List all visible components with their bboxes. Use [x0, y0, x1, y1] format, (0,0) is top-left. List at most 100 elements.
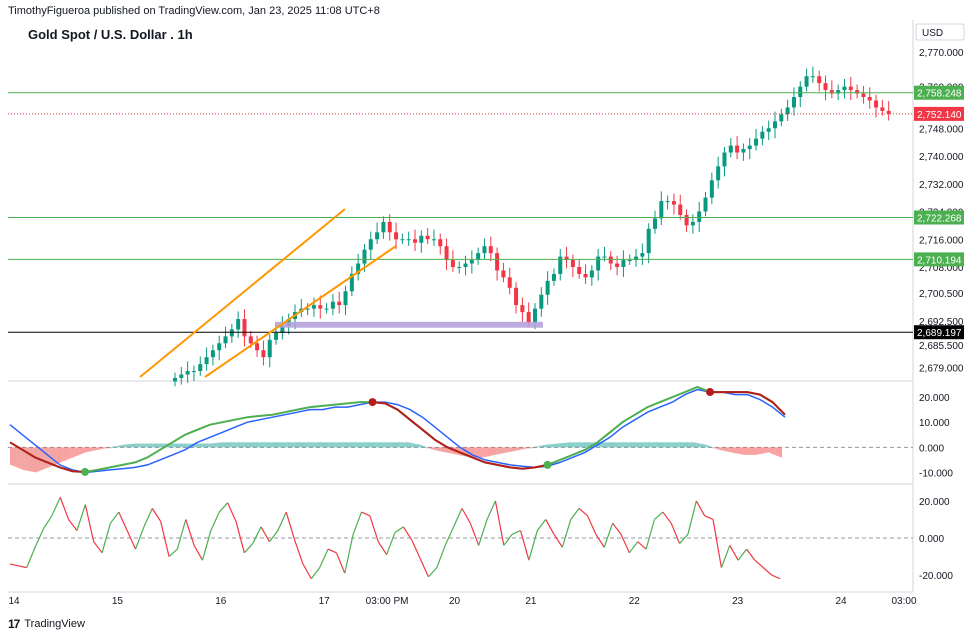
histogram-bar — [567, 442, 570, 448]
histogram-bar — [228, 442, 231, 448]
candle-body — [577, 267, 582, 274]
histogram-bar — [220, 442, 223, 448]
histogram-bar — [681, 442, 684, 448]
histogram-bar — [181, 443, 184, 448]
macd-fast-line — [9, 388, 786, 474]
histogram-bar — [132, 443, 135, 448]
candle-body — [564, 256, 569, 261]
histogram-bar — [551, 444, 554, 448]
candle-body — [482, 246, 487, 254]
histogram-bar — [483, 447, 486, 457]
candle-body — [621, 260, 626, 267]
histogram-bar — [469, 447, 472, 458]
histogram-bar — [555, 443, 558, 448]
histogram-bar — [514, 447, 517, 451]
histogram-bar — [585, 442, 588, 448]
candle-body — [469, 260, 474, 264]
histogram-bar — [716, 447, 719, 450]
macd-tick-label: 0.000 — [919, 443, 944, 454]
histogram-bar — [389, 442, 392, 448]
candle-body — [545, 280, 550, 295]
histogram-bar — [275, 442, 278, 448]
histogram-bar — [481, 447, 484, 458]
histogram-bar — [628, 442, 631, 448]
histogram-bar — [430, 447, 433, 450]
histogram-bar — [492, 447, 495, 456]
histogram-bar — [283, 442, 286, 448]
histogram-bar — [518, 447, 521, 450]
osc-segment — [42, 515, 53, 530]
candle-body — [539, 294, 544, 309]
histogram-bar — [77, 447, 80, 456]
histogram-bar — [449, 447, 452, 454]
osc-segment — [503, 533, 513, 546]
time-tick-label: 23 — [732, 596, 744, 607]
price-tick-label: 2,748.000 — [919, 124, 964, 135]
histogram-bar — [155, 443, 158, 448]
histogram-bar — [320, 442, 323, 448]
osc-segment — [402, 526, 413, 541]
histogram-bar — [722, 447, 725, 451]
osc-segment — [51, 497, 61, 517]
histogram-bar — [20, 447, 23, 470]
candle-body — [773, 121, 777, 129]
histogram-bar — [487, 447, 490, 457]
histogram-bar — [52, 447, 55, 466]
histogram-bar — [741, 447, 744, 455]
histogram-bar — [363, 442, 366, 448]
histogram-bar — [408, 442, 411, 448]
candle-body — [779, 114, 784, 122]
histogram-bar — [477, 447, 480, 458]
osc-tick-label: 20.000 — [919, 497, 950, 508]
histogram-bar — [724, 447, 727, 452]
histogram-bar — [336, 442, 339, 448]
candle-body — [602, 256, 607, 258]
osc-segment — [578, 507, 588, 517]
time-tick-label: 14 — [8, 596, 20, 607]
histogram-bar — [30, 447, 33, 472]
histogram-bar — [761, 447, 764, 454]
histogram-bar — [577, 442, 580, 448]
histogram-bar — [436, 447, 439, 451]
histogram-bar — [694, 442, 697, 448]
histogram-bar — [210, 443, 213, 448]
histogram-bar — [630, 442, 633, 448]
histogram-bar — [355, 442, 358, 448]
histogram-bar — [22, 447, 25, 470]
channel-lower-line — [204, 245, 397, 378]
histogram-bar — [620, 442, 623, 448]
tradingview-logo-icon: 17 — [8, 617, 20, 631]
histogram-bar — [704, 444, 707, 448]
osc-segment — [243, 543, 254, 554]
osc-segment — [536, 519, 547, 531]
candle-body — [324, 308, 329, 310]
histogram-bar — [773, 447, 776, 455]
histogram-bar — [128, 444, 131, 448]
histogram-bar — [561, 443, 564, 448]
osc-segment — [126, 530, 137, 550]
osc-segment — [561, 519, 572, 548]
histogram-bar — [624, 442, 627, 448]
osc-segment — [76, 504, 86, 531]
osc-segment — [235, 521, 245, 553]
candle-body — [760, 131, 765, 139]
histogram-bar — [110, 447, 113, 449]
histogram-bar — [649, 442, 652, 448]
histogram-bar — [310, 442, 313, 448]
candle-body — [829, 90, 834, 94]
footer-brand: TradingView — [24, 618, 85, 630]
histogram-bar — [144, 443, 147, 448]
histogram-bar — [244, 442, 247, 448]
candle-body — [248, 336, 253, 344]
candle-body — [191, 371, 196, 373]
candle-body — [198, 364, 203, 372]
histogram-bar — [565, 442, 568, 448]
candle-body — [501, 270, 506, 278]
candle-body — [375, 232, 380, 240]
candle-body — [798, 86, 803, 98]
price-tick-label: 2,692.500 — [919, 317, 964, 328]
candle-body — [425, 235, 430, 240]
histogram-bar — [614, 442, 617, 448]
histogram-bar — [600, 442, 603, 448]
